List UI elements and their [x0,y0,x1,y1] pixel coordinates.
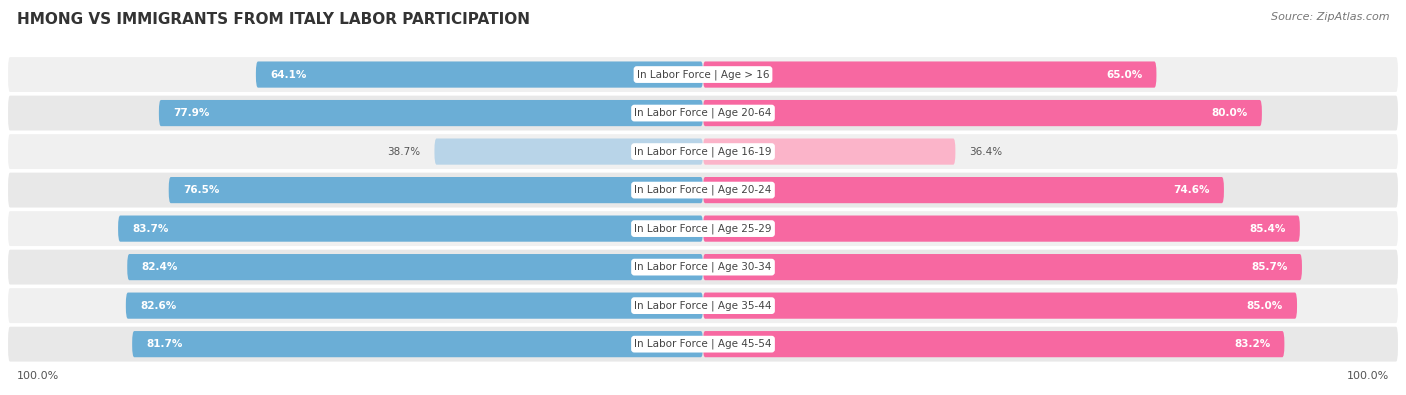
Text: 85.7%: 85.7% [1251,262,1288,272]
FancyBboxPatch shape [127,293,703,319]
Text: 76.5%: 76.5% [183,185,219,195]
Text: Source: ZipAtlas.com: Source: ZipAtlas.com [1271,12,1389,22]
Text: 82.6%: 82.6% [141,301,176,310]
Text: 74.6%: 74.6% [1174,185,1209,195]
FancyBboxPatch shape [703,139,956,165]
Text: 100.0%: 100.0% [17,371,59,381]
FancyBboxPatch shape [7,94,1399,132]
Text: 77.9%: 77.9% [173,108,209,118]
FancyBboxPatch shape [7,210,1399,247]
FancyBboxPatch shape [7,56,1399,93]
FancyBboxPatch shape [7,248,1399,286]
Text: 80.0%: 80.0% [1212,108,1249,118]
Text: In Labor Force | Age 45-54: In Labor Force | Age 45-54 [634,339,772,350]
FancyBboxPatch shape [703,177,1223,203]
Text: In Labor Force | Age > 16: In Labor Force | Age > 16 [637,69,769,80]
Text: HMONG VS IMMIGRANTS FROM ITALY LABOR PARTICIPATION: HMONG VS IMMIGRANTS FROM ITALY LABOR PAR… [17,12,530,27]
Text: 100.0%: 100.0% [1347,371,1389,381]
Text: In Labor Force | Age 16-19: In Labor Force | Age 16-19 [634,146,772,157]
Text: 65.0%: 65.0% [1107,70,1142,79]
FancyBboxPatch shape [703,293,1298,319]
FancyBboxPatch shape [434,139,703,165]
FancyBboxPatch shape [7,171,1399,209]
Text: 64.1%: 64.1% [270,70,307,79]
FancyBboxPatch shape [132,331,703,357]
Text: In Labor Force | Age 20-64: In Labor Force | Age 20-64 [634,108,772,118]
Text: In Labor Force | Age 30-34: In Labor Force | Age 30-34 [634,262,772,273]
FancyBboxPatch shape [703,216,1299,242]
Text: 38.7%: 38.7% [387,147,420,156]
Text: In Labor Force | Age 20-24: In Labor Force | Age 20-24 [634,185,772,196]
Text: 82.4%: 82.4% [141,262,177,272]
FancyBboxPatch shape [159,100,703,126]
FancyBboxPatch shape [127,254,703,280]
Text: 81.7%: 81.7% [146,339,183,349]
FancyBboxPatch shape [118,216,703,242]
FancyBboxPatch shape [7,287,1399,324]
FancyBboxPatch shape [703,62,1156,88]
FancyBboxPatch shape [169,177,703,203]
Text: In Labor Force | Age 25-29: In Labor Force | Age 25-29 [634,223,772,234]
Text: In Labor Force | Age 35-44: In Labor Force | Age 35-44 [634,300,772,311]
FancyBboxPatch shape [256,62,703,88]
Text: 83.7%: 83.7% [132,224,169,233]
FancyBboxPatch shape [703,100,1263,126]
Text: 85.0%: 85.0% [1247,301,1284,310]
FancyBboxPatch shape [703,254,1302,280]
Text: 85.4%: 85.4% [1250,224,1286,233]
Text: 83.2%: 83.2% [1234,339,1271,349]
Text: 36.4%: 36.4% [970,147,1002,156]
FancyBboxPatch shape [7,325,1399,363]
FancyBboxPatch shape [7,133,1399,170]
FancyBboxPatch shape [703,331,1285,357]
